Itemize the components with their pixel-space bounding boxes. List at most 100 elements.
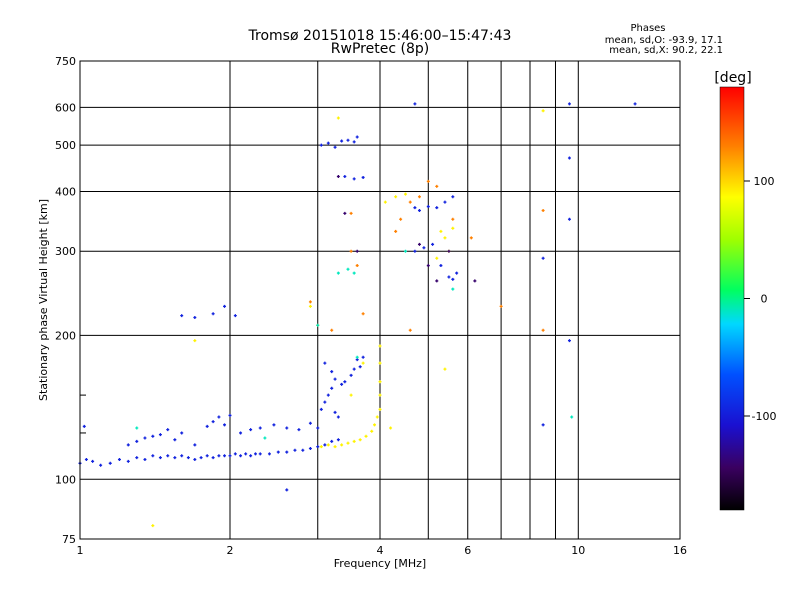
data-point <box>378 361 382 365</box>
data-point <box>541 109 545 113</box>
data-point <box>361 175 365 179</box>
data-point <box>253 452 257 456</box>
stats-o-line: mean, sd,O: -93.9, 17.1 <box>605 35 723 46</box>
x-tick-label: 4 <box>377 544 384 557</box>
data-point <box>217 415 221 419</box>
data-point <box>308 446 312 450</box>
data-point <box>399 217 403 221</box>
data-point <box>417 195 421 199</box>
data-point <box>352 271 356 275</box>
data-point <box>352 177 356 181</box>
data-point <box>413 249 417 253</box>
data-point <box>413 102 417 106</box>
data-point <box>239 431 243 435</box>
data-point <box>408 200 412 204</box>
data-point <box>435 256 439 260</box>
x-tick-label: 6 <box>464 544 471 557</box>
data-point <box>417 209 421 213</box>
data-point <box>389 426 393 430</box>
data-point <box>84 457 88 461</box>
data-point <box>349 373 353 377</box>
data-point <box>308 300 312 304</box>
data-point <box>126 443 130 447</box>
data-point <box>435 206 439 210</box>
data-point <box>330 386 334 390</box>
data-point <box>180 431 184 435</box>
data-point <box>151 454 155 458</box>
data-point <box>211 312 215 316</box>
data-point <box>166 454 170 458</box>
data-point <box>186 456 190 460</box>
data-point <box>413 206 417 210</box>
data-point <box>193 315 197 319</box>
data-point <box>378 407 382 411</box>
data-point <box>352 439 356 443</box>
data-point <box>541 209 545 213</box>
data-point <box>244 452 248 456</box>
data-point <box>451 226 455 230</box>
data-point <box>349 211 353 215</box>
data-point <box>158 456 162 460</box>
data-point <box>633 102 637 106</box>
data-point <box>333 145 337 149</box>
data-point <box>361 312 365 316</box>
data-point <box>135 439 139 443</box>
data-point <box>323 361 327 365</box>
data-point <box>326 393 330 397</box>
data-point <box>378 380 382 384</box>
data-point <box>323 400 327 404</box>
data-point <box>417 242 421 246</box>
data-point <box>443 200 447 204</box>
data-point <box>364 434 368 438</box>
data-point <box>316 426 320 430</box>
data-point <box>473 279 477 283</box>
data-point <box>316 323 320 327</box>
data-point <box>117 457 121 461</box>
data-point <box>370 429 374 433</box>
data-point <box>375 415 379 419</box>
y-axis-label: Stationary phase Virtual Height [km] <box>37 199 50 401</box>
data-point <box>319 407 323 411</box>
x-axis-label: Frequency [MHz] <box>334 557 426 570</box>
data-point <box>135 456 139 460</box>
data-point <box>316 445 320 449</box>
data-point <box>199 456 203 460</box>
data-point <box>263 436 267 440</box>
data-point <box>567 156 571 160</box>
data-point <box>223 304 227 308</box>
data-point <box>451 277 455 281</box>
stats-x-line: mean, sd,X: 90.2, 22.1 <box>609 45 723 56</box>
data-point <box>383 200 387 204</box>
data-point <box>249 428 253 432</box>
data-point <box>361 355 365 359</box>
data-point <box>151 524 155 528</box>
data-point <box>333 377 337 381</box>
x-tick-label: 1 <box>77 544 84 557</box>
data-point <box>333 445 337 449</box>
y-tick-label: 400 <box>55 185 76 198</box>
data-point <box>426 264 430 268</box>
data-point <box>541 256 545 260</box>
data-point <box>541 328 545 332</box>
data-point <box>228 413 232 417</box>
data-point <box>330 328 334 332</box>
data-point <box>349 393 353 397</box>
data-point <box>394 229 398 233</box>
data-point <box>443 236 447 240</box>
data-point <box>408 328 412 332</box>
data-point <box>349 249 353 253</box>
y-tick-label: 300 <box>55 245 76 258</box>
data-point <box>126 459 130 463</box>
data-point <box>319 143 323 147</box>
data-point <box>426 179 430 183</box>
data-point <box>336 116 340 120</box>
data-point <box>108 461 112 465</box>
data-point <box>336 415 340 419</box>
data-point <box>336 174 340 178</box>
data-point <box>435 279 439 283</box>
data-point <box>378 393 382 397</box>
data-point <box>447 275 451 279</box>
data-point <box>258 426 262 430</box>
data-point <box>570 415 574 419</box>
data-point <box>326 141 330 145</box>
